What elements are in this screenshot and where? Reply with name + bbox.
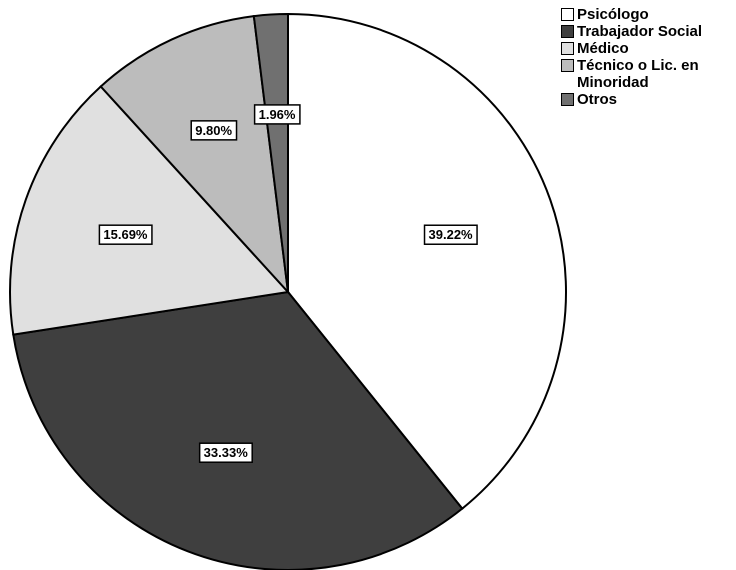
legend-swatch-3 <box>561 42 574 55</box>
legend-swatch-4 <box>561 59 574 72</box>
slice-label-box-4 <box>190 120 238 141</box>
pie-slice-5 <box>252 12 289 293</box>
legend-item-1: Psicólogo <box>561 6 702 23</box>
slice-label-text-1: 39.22% <box>429 227 474 242</box>
legend-item-3: Médico <box>561 40 702 57</box>
pie-slice-4 <box>99 14 290 295</box>
slice-label-box-3 <box>98 224 153 245</box>
slice-label-5: 1.96% <box>253 104 301 125</box>
legend-swatch-2 <box>561 25 574 38</box>
pie-slice-2 <box>12 290 464 570</box>
slice-label-box-5 <box>253 104 301 125</box>
legend-label-1: Psicólogo <box>577 6 649 23</box>
legend: Psicólogo Trabajador Social Médico Técnico … <box>561 6 702 108</box>
legend-item-5: Otros <box>561 91 702 108</box>
legend-label-5: Otros <box>577 91 618 108</box>
slice-label-text-5: 1.96% <box>259 107 296 122</box>
pie-slice-3 <box>9 85 290 336</box>
slice-label-text-4: 9.80% <box>195 123 232 138</box>
legend-item-4: Técnico o Lic. en Minoridad <box>561 57 702 91</box>
legend-item-2: Trabajador Social <box>561 23 702 40</box>
slice-label-4: 9.80% <box>190 120 238 141</box>
slice-label-text-3: 15.69% <box>103 227 148 242</box>
legend-label-3: Médico <box>577 40 629 57</box>
legend-swatch-5 <box>561 93 574 106</box>
slice-label-1: 39.22% <box>423 224 478 245</box>
slice-label-3: 15.69% <box>98 224 153 245</box>
pie-slice-1 <box>287 12 567 511</box>
slice-label-text-2: 33.33% <box>204 445 249 460</box>
legend-swatch-1 <box>561 8 574 21</box>
slice-label-box-1 <box>423 224 478 245</box>
legend-label-2: Trabajador Social <box>577 23 703 40</box>
legend-label-4: Técnico o Lic. en Minoridad <box>577 57 699 91</box>
slice-label-2: 33.33% <box>198 442 253 463</box>
slice-label-box-2 <box>198 442 253 463</box>
